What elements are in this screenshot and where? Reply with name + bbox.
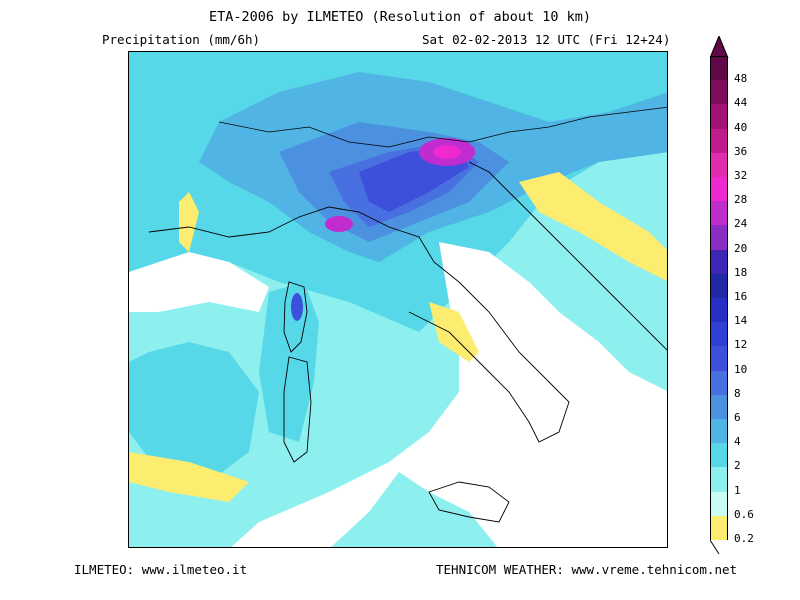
legend-label: 40	[734, 120, 748, 134]
coastline-sicily	[428, 481, 510, 523]
legend-label: 48	[734, 72, 748, 86]
legend-top-arrow	[710, 36, 729, 58]
valid-time-label: Sat 02-02-2013 12 UTC (Fri 12+24)	[422, 32, 671, 47]
legend-label: 4	[734, 435, 741, 449]
coastline-balkans	[468, 161, 667, 351]
legend-swatch-10	[710, 346, 728, 371]
precip-max-genoa	[325, 216, 353, 232]
precip-light-france	[179, 192, 199, 252]
color-legend: 0.2 0.6 1 2 4 6 8 10 12 14 16 18 20 24 28 32 36 40 44 48	[710, 36, 800, 556]
legend-swatch-40	[710, 104, 728, 129]
legend-label: 0.2	[734, 532, 754, 545]
legend-label: 16	[734, 290, 748, 303]
legend-swatch-16	[710, 273, 728, 298]
legend-label: 44	[734, 96, 748, 110]
legend-swatch-14	[710, 298, 728, 323]
legend-label: 20	[734, 241, 748, 255]
border-alps	[218, 106, 667, 148]
legend-label: 1	[734, 483, 741, 497]
coastline-italy	[148, 206, 570, 443]
legend-swatch-48	[710, 56, 728, 81]
legend-swatch-0_2	[710, 515, 728, 540]
legend-swatch-8	[710, 370, 728, 395]
precipitation-map	[128, 51, 668, 548]
variable-label: Precipitation (mm/6h)	[102, 32, 261, 47]
precip-light-sw	[129, 452, 249, 502]
legend-swatch-20	[710, 225, 728, 250]
legend-swatch-18	[710, 249, 728, 274]
legend-swatch-28	[710, 177, 728, 202]
legend-swatch-44	[710, 80, 728, 105]
legend-label: 0.6	[734, 507, 754, 521]
legend-swatch-32	[710, 152, 728, 177]
precip-light-adriatic	[519, 172, 667, 281]
dry-area-west	[129, 252, 269, 312]
legend-label: 18	[734, 265, 748, 279]
map-title: ETA-2006 by ILMETEO (Resolution of about…	[208, 9, 591, 25]
legend-swatch-2	[710, 443, 728, 468]
legend-swatch-6	[710, 394, 728, 419]
legend-label: 36	[734, 144, 748, 158]
field-zone-2-corsica	[259, 282, 319, 442]
legend-label: 2	[734, 459, 741, 473]
footer-tehnicom: TEHNICOM WEATHER: www.vreme.tehnicom.net	[436, 562, 738, 577]
legend-label: 24	[734, 217, 748, 231]
legend-label: 10	[734, 362, 748, 376]
precip-light-italy	[429, 302, 479, 362]
legend-swatch-0_6	[710, 491, 728, 516]
legend-label: 28	[734, 193, 748, 207]
legend-label: 32	[734, 169, 748, 182]
legend-label: 14	[734, 314, 748, 328]
coastline-sardinia	[283, 356, 312, 463]
footer-ilmeteo: ILMETEO: www.ilmeteo.it	[74, 562, 248, 577]
legend-swatch-1	[710, 467, 728, 492]
legend-swatch-36	[710, 128, 728, 153]
map-canvas	[129, 52, 667, 547]
legend-label: 12	[734, 338, 748, 352]
legend-swatch-4	[710, 419, 728, 444]
legend-swatch-12	[710, 322, 728, 347]
legend-label: 6	[734, 411, 741, 424]
coastline-corsica	[283, 281, 308, 353]
dry-area-south	[231, 242, 667, 547]
legend-swatch-24	[710, 201, 728, 226]
legend-bottom-tick	[710, 540, 720, 555]
precip-max-corsica	[291, 293, 303, 321]
legend-label: 8	[734, 386, 741, 400]
precip-max-north-core	[433, 145, 461, 159]
field-zone-2-west	[129, 342, 259, 482]
